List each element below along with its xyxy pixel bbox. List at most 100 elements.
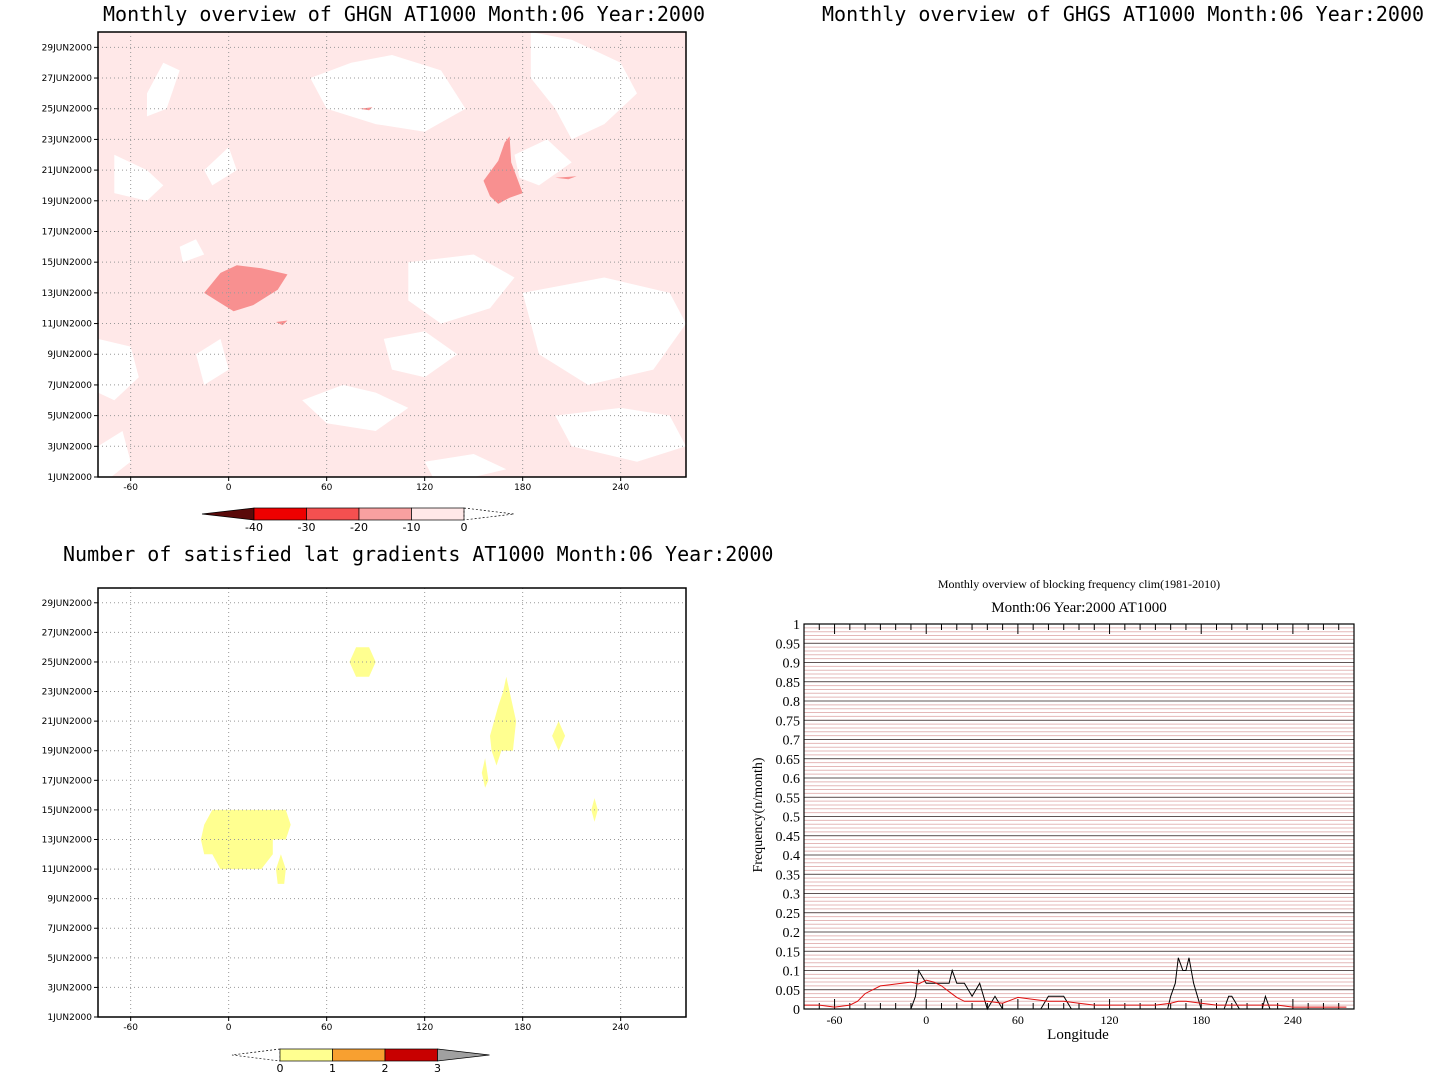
ghgn-contour-20 <box>276 320 288 326</box>
lat-ytick-label-5: 11JUN2000 <box>42 865 93 875</box>
lat-ytick-label-0: 1JUN2000 <box>47 1013 92 1023</box>
ghgn-colorbar-seg-3 <box>358 507 412 521</box>
blocking-ytick-label-8: 0.4 <box>783 849 801 864</box>
ghgn-xtick-label-2: 60 <box>321 483 333 493</box>
blocking-ytick-label-5: 0.25 <box>776 907 801 922</box>
lat-field <box>98 588 686 1017</box>
lat-contour-1 <box>276 854 286 884</box>
ghgn-ytick-label-11: 23JUN2000 <box>42 135 93 145</box>
ghgn-ytick-label-4: 9JUN2000 <box>47 350 92 360</box>
lat-ytick-label-10: 21JUN2000 <box>42 717 93 727</box>
ghgn-colorbar-label-3: -10 <box>403 521 421 534</box>
ghgn-ytick-label-13: 27JUN2000 <box>42 74 93 84</box>
lat-colorbar-seg-2 <box>384 1048 438 1062</box>
ghgn-colorbar-left-arrow <box>201 507 255 521</box>
ghgn-contour-10 <box>196 338 229 385</box>
ghgn-xtick-label-3: 120 <box>416 483 433 493</box>
ghgn-ytick-label-12: 25JUN2000 <box>42 105 93 115</box>
ghgn-colorbar-seg-2 <box>306 507 360 521</box>
lat-colorbar: 0 1 2 3 <box>231 1048 490 1075</box>
blocking-ytick-label-9: 0.45 <box>776 830 801 845</box>
ghgn-contour-7 <box>408 254 515 324</box>
blocking-ytick-label-7: 0.35 <box>776 868 801 883</box>
lat-ytick-label-1: 3JUN2000 <box>47 983 92 993</box>
ghgn-contour-18 <box>359 107 373 111</box>
blocking-ytick-label-3: 0.15 <box>776 945 801 960</box>
blocking-chart-ylabel: Frequency(n/month) <box>751 757 766 872</box>
lat-map: 1JUN2000 3JUN2000 5JUN2000 7JUN2000 9JUN2000… <box>42 587 687 1075</box>
blocking-ytick-label-14: 0.7 <box>783 734 801 749</box>
blocking-plot-area <box>803 623 1355 1011</box>
ghgn-contour-3 <box>310 55 466 132</box>
ghgn-ytick-label-7: 15JUN2000 <box>42 258 93 268</box>
ghgn-ytick-label-3: 7JUN2000 <box>47 381 92 391</box>
ghgs-map: 1JUN20003JUN20005JUN20007JUN20009JUN2000… <box>720 0 1440 545</box>
ghgn-panel: Monthly overview of GHGN AT1000 Month:06… <box>0 0 720 545</box>
lat-xtick-label-3: 120 <box>416 1023 433 1033</box>
ghgn-title: Monthly overview of GHGN AT1000 Month:06… <box>103 2 706 26</box>
ghgn-contour-15 <box>424 454 507 477</box>
blocking-ytick-label-1: 0.05 <box>776 984 801 999</box>
blocking-ytick-label-13: 0.65 <box>776 753 801 768</box>
ghgn-contour-12 <box>98 338 139 401</box>
lat-colorbar-label-0: 0 <box>277 1062 284 1075</box>
ghgn-ytick-label-8: 17JUN2000 <box>42 227 93 237</box>
lat-ytick-label-9: 19JUN2000 <box>42 747 93 757</box>
ghgn-ytick-label-10: 21JUN2000 <box>42 166 93 176</box>
ghgn-contour-11 <box>302 384 409 431</box>
lat-ytick-label-11: 23JUN2000 <box>42 688 93 698</box>
lat-ytick-label-4: 9JUN2000 <box>47 895 92 905</box>
ghgn-field <box>98 32 686 477</box>
lat-ytick-label-13: 27JUN2000 <box>42 628 93 638</box>
lat-ytick-label-3: 7JUN2000 <box>47 924 92 934</box>
ghgn-contour-19 <box>555 176 577 180</box>
blocking-chart-xlabel: Longitude <box>1047 1027 1109 1043</box>
blocking-frame <box>803 623 1355 1010</box>
ghgn-xtick-label-5: 240 <box>612 483 629 493</box>
ghgn-contour-4 <box>530 32 637 140</box>
lat-frame <box>97 587 687 1018</box>
ghgn-ytick-label-1: 3JUN2000 <box>47 442 92 452</box>
blocking-ytick-label-18: 0.9 <box>783 657 801 672</box>
blocking-xtick-label-1: 0 <box>923 1013 929 1027</box>
blocking-ytick-label-20: 1 <box>793 618 800 633</box>
blocking-ytick-label-15: 0.75 <box>776 714 801 729</box>
blocking-frequency-chart: Monthly overview of blocking frequency c… <box>751 577 1355 1043</box>
ghgn-contour-1 <box>114 154 164 201</box>
ghgn-colorbar-seg-1 <box>253 507 307 521</box>
ghgn-ytick-label-6: 13JUN2000 <box>42 289 93 299</box>
lat-colorbar-label-1: 1 <box>329 1062 336 1075</box>
ghgn-contour-5 <box>179 239 205 263</box>
ghgn-contour-0 <box>147 62 180 117</box>
ghgn-contour-6 <box>514 139 572 186</box>
blocking-ytick-label-11: 0.55 <box>776 791 801 806</box>
blocking-xtick-label-4: 180 <box>1192 1013 1210 1027</box>
lat-panel: Number of satisfied lat gradients AT1000… <box>0 540 774 1091</box>
lat-xtick-label-4: 180 <box>514 1023 531 1033</box>
ghgn-colorbar-label-0: -40 <box>245 521 263 534</box>
blocking-ytick-label-19: 0.95 <box>776 637 801 652</box>
blocking-xtick-label-3: 120 <box>1101 1013 1119 1027</box>
ghgn-xtick-label-0: -60 <box>123 483 138 493</box>
lat-title: Number of satisfied lat gradients AT1000… <box>63 542 774 566</box>
ghgn-contour-9 <box>383 331 458 378</box>
lat-contour-0 <box>200 809 291 870</box>
blocking-chart-subtitle: Month:06 Year:2000 AT1000 <box>991 600 1166 616</box>
ghgn-colorbar-seg-4 <box>411 507 465 521</box>
ghgn-ytick-label-9: 19JUN2000 <box>42 197 93 207</box>
blocking-chart-title: Monthly overview of blocking frequency c… <box>938 577 1220 591</box>
blocking-xtick-label-5: 240 <box>1284 1013 1302 1027</box>
ghgs-title: Monthly overview of GHGS AT1000 Month:06… <box>822 2 1425 26</box>
lat-contour-3 <box>490 676 517 766</box>
lat-ytick-label-2: 5JUN2000 <box>47 954 92 964</box>
ghgs-panel: Monthly overview of GHGS AT1000 Month:06… <box>720 0 1440 545</box>
ghgn-map: 1JUN2000 3JUN2000 5JUN2000 7JUN2000 9JUN2000… <box>42 31 687 534</box>
lat-colorbar-left-arrow <box>231 1048 281 1062</box>
ghgn-ytick-label-5: 11JUN2000 <box>42 320 93 330</box>
lat-colorbar-seg-1 <box>332 1048 386 1062</box>
blocking-ytick-label-6: 0.3 <box>783 888 801 903</box>
blocking-ytick-label-17: 0.85 <box>776 676 801 691</box>
lat-colorbar-label-3: 3 <box>434 1062 441 1075</box>
blocking-xtick-label-0: -60 <box>827 1013 843 1027</box>
lat-colorbar-right-arrow <box>437 1048 490 1062</box>
